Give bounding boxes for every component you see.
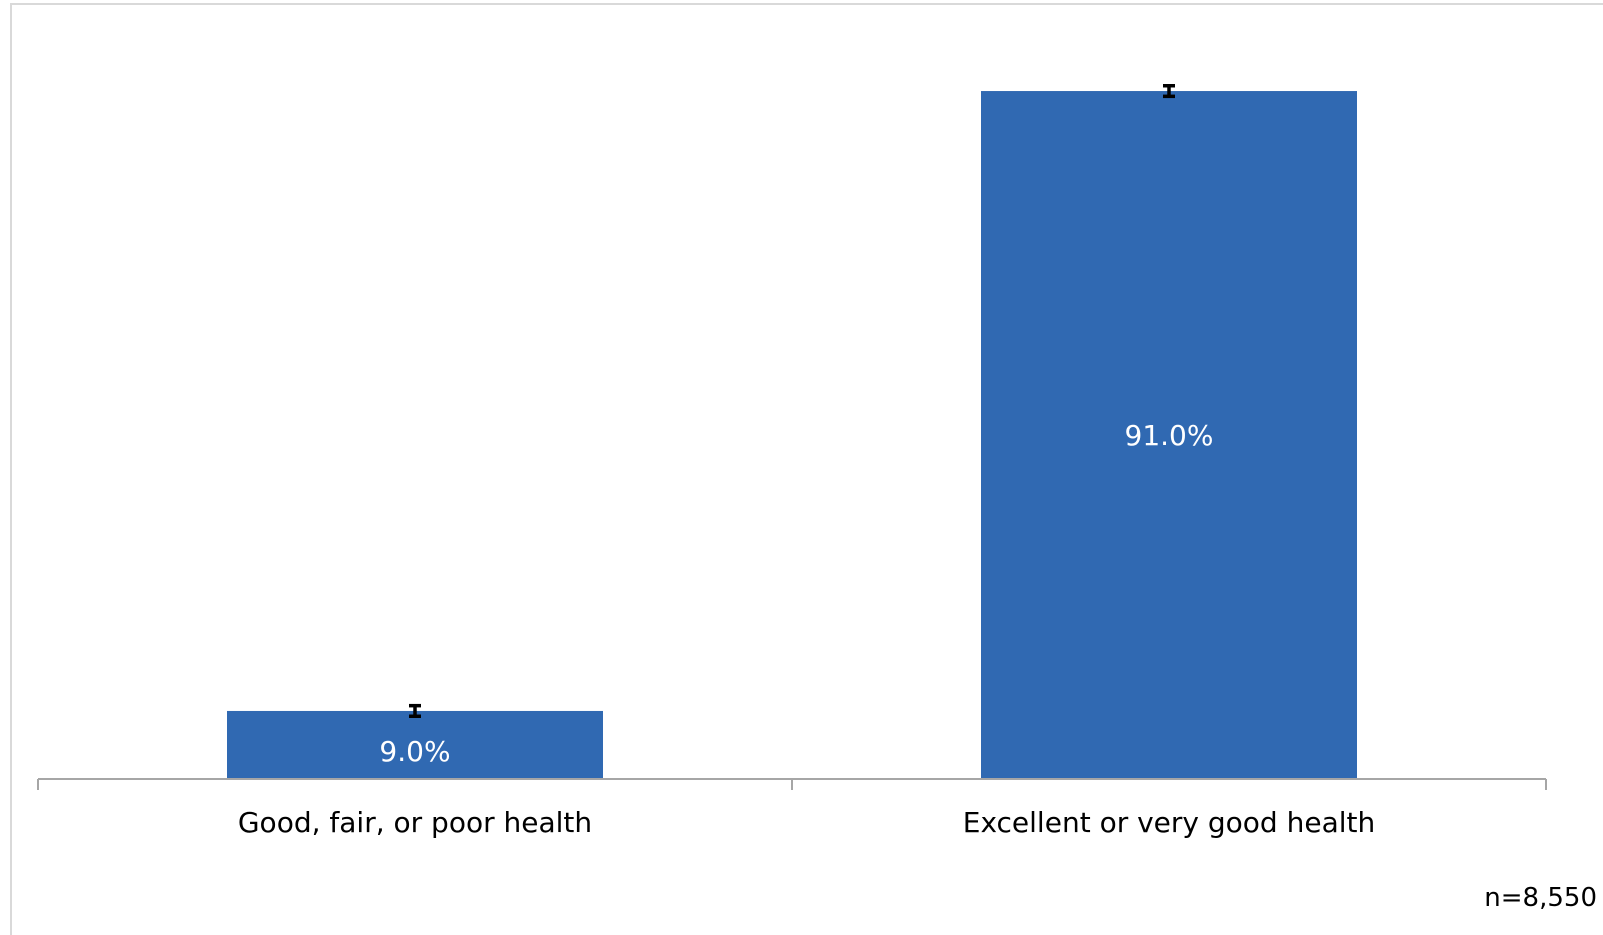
data-label: 91.0% xyxy=(1125,419,1214,452)
x-tick-label: Good, fair, or poor health xyxy=(238,806,592,839)
data-label: 9.0% xyxy=(379,735,450,768)
sample-size-note: n=8,550 xyxy=(1484,883,1597,913)
x-tick-label: Excellent or very good health xyxy=(963,806,1375,839)
x-axis xyxy=(38,779,1546,790)
